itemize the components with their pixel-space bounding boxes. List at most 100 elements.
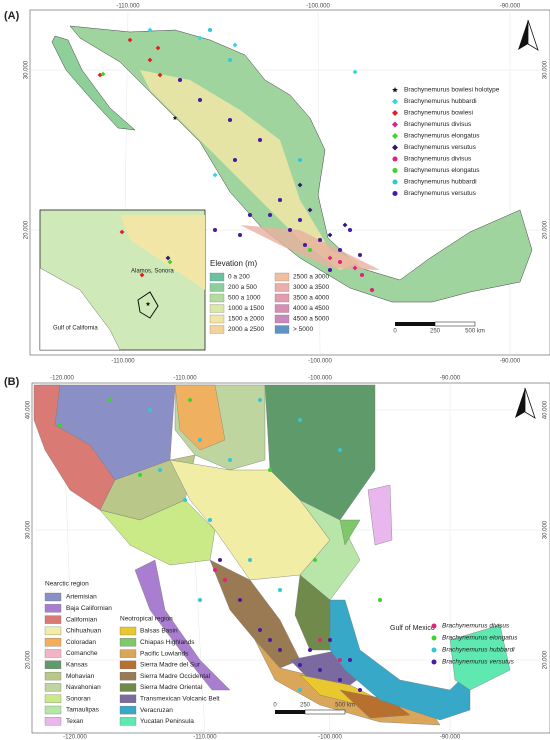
region-label: Texan xyxy=(66,718,84,725)
marker-circle xyxy=(359,272,365,278)
region-swatch xyxy=(44,615,62,624)
elevation-label: 200 a 500 xyxy=(228,284,257,291)
occurrence-point xyxy=(378,598,382,602)
occurrence-point xyxy=(258,628,262,632)
coordinate-label: -90.000 xyxy=(440,376,461,382)
region-swatch xyxy=(119,672,137,681)
marker-star xyxy=(392,87,398,93)
marker-diamond xyxy=(392,98,398,105)
occurrence-point xyxy=(188,398,192,402)
region-label: Yucatan Peninsula xyxy=(140,718,194,725)
coordinate-label: -90.000 xyxy=(500,4,521,10)
legend-label: Brachynemurus elongatus xyxy=(404,133,480,140)
region-label: Pacific Lowlands xyxy=(140,650,189,657)
region-label: Sierra Madre Oriental xyxy=(140,684,203,691)
occurrence-point xyxy=(278,648,282,652)
legend-label: Brachynemurus versutus xyxy=(404,144,477,151)
legend-label: Brachynemurus hubbardi xyxy=(442,647,515,654)
region-label: Comanche xyxy=(66,650,98,657)
panel-b-regions xyxy=(33,384,511,726)
region-swatch xyxy=(119,626,137,636)
region-swatch xyxy=(44,626,62,636)
elevation-swatch xyxy=(274,314,290,324)
marker-circle xyxy=(392,190,398,197)
marker-diamond xyxy=(139,272,145,278)
region-label: Sierra Madre Occidental xyxy=(140,673,211,680)
marker-circle xyxy=(227,57,233,63)
marker-diamond xyxy=(327,232,333,238)
scale-label: 500 km xyxy=(465,329,485,335)
baja-california xyxy=(51,35,136,131)
occurrence-point xyxy=(198,598,202,602)
marker-circle xyxy=(257,137,263,143)
region-swatch xyxy=(44,705,62,715)
inset-label: Alamos, Sonora xyxy=(131,269,174,275)
marker-circle xyxy=(297,217,303,223)
marker-circle xyxy=(212,227,218,233)
elevation-swatch xyxy=(209,325,225,334)
legend-label: Brachynemurus elongatus xyxy=(442,635,518,642)
marker-diamond xyxy=(147,57,153,63)
occurrence-point xyxy=(228,458,232,462)
scale-label: 250 xyxy=(430,329,441,335)
occurrence-point xyxy=(298,663,302,667)
region-label: Chiapas Highlands xyxy=(140,639,195,646)
marker-circle xyxy=(337,247,343,253)
marker-diamond xyxy=(392,133,398,139)
coordinate-label: 20.000 xyxy=(24,220,30,239)
coordinate-label: 20.000 xyxy=(26,650,32,669)
region-swatch xyxy=(44,638,62,647)
occurrence-point xyxy=(208,518,212,522)
marker-diamond xyxy=(392,121,398,128)
legend-label: Brachynemurus hubbardi xyxy=(404,179,477,186)
region-swatch xyxy=(119,683,137,692)
region-swatch xyxy=(44,592,62,602)
elevation-swatch xyxy=(209,272,225,282)
marker-diamond xyxy=(352,265,358,271)
marker-circle xyxy=(227,117,233,123)
occurrence-point xyxy=(298,418,302,422)
region-swatch xyxy=(44,671,62,681)
coordinate-label: -100.000 xyxy=(308,359,332,365)
coordinate-label: -120.000 xyxy=(50,376,74,382)
legend-marker xyxy=(431,635,437,641)
marker-circle xyxy=(197,97,203,103)
scale-label: 0 xyxy=(393,329,397,335)
legend-label: Brachynemurus bowlesi holotype xyxy=(404,87,500,94)
marker-circle xyxy=(302,242,308,248)
occurrence-point xyxy=(148,408,152,412)
region-label: Coloradan xyxy=(66,639,96,646)
scale-label: 250 xyxy=(300,703,311,709)
legend-label: Brachynemurus divisus xyxy=(404,121,472,128)
marker-circle xyxy=(247,212,253,218)
region-label: Artemisian xyxy=(66,594,97,601)
scale-bar xyxy=(275,710,305,714)
region-swatch xyxy=(44,694,62,703)
scale-bar xyxy=(304,709,346,715)
legend-label: Brachynemurus versutus xyxy=(442,659,515,666)
marker-diamond xyxy=(342,222,348,228)
marker-diamond xyxy=(165,255,171,261)
inset-sea xyxy=(39,267,121,351)
legend-title: Neotropical region xyxy=(120,616,173,623)
occurrence-point xyxy=(108,398,112,402)
legend-marker xyxy=(431,647,437,653)
coordinate-label: 30.000 xyxy=(543,60,549,79)
legend-marker xyxy=(431,623,437,629)
legend-label: Brachynemurus bowlesi xyxy=(404,110,473,117)
marker-circle xyxy=(277,197,283,203)
marker-diamond xyxy=(147,27,153,33)
region-label: Baja Californian xyxy=(66,605,112,612)
occurrence-point xyxy=(238,598,242,602)
region-swatch xyxy=(119,694,137,703)
marker-circle xyxy=(237,232,243,238)
highlands xyxy=(140,70,360,270)
region-swatch xyxy=(119,649,137,658)
coordinate-label: 20.000 xyxy=(543,220,549,239)
coordinate-label: -90.000 xyxy=(500,359,521,365)
marker-diamond xyxy=(197,35,203,41)
region-label: Navahonian xyxy=(66,684,101,691)
coordinate-label: 30.000 xyxy=(26,520,32,539)
marker-diamond xyxy=(327,255,333,261)
occurrence-point xyxy=(313,558,317,562)
